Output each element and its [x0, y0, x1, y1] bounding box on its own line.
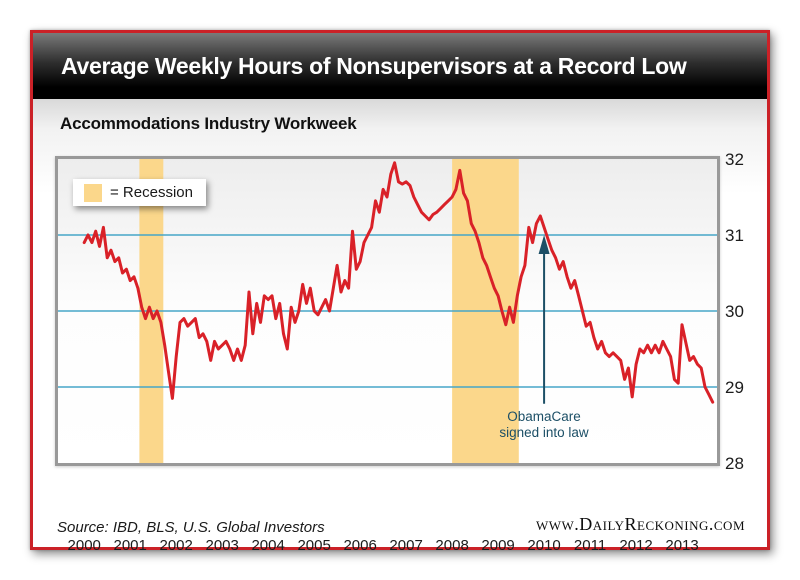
plot-svg	[58, 159, 717, 463]
annotation-arrow-head	[538, 235, 550, 254]
chart-body: Accommodations Industry Workweek = Reces…	[33, 99, 767, 554]
annotation-line1: ObamaCare	[507, 409, 581, 424]
x-tick-label: 2000	[67, 537, 101, 554]
x-tick-label: 2011	[573, 537, 607, 554]
workweek-line	[82, 161, 715, 404]
y-tick-label: 31	[725, 226, 744, 245]
x-tick-label: 2006	[343, 537, 377, 554]
y-tick-label: 32	[725, 150, 744, 169]
obamacare-annotation: ObamaCare signed into law	[444, 409, 644, 441]
chart-card: Average Weekly Hours of Nonsupervisors a…	[30, 30, 770, 554]
chart-subtitle: Accommodations Industry Workweek	[60, 114, 357, 133]
website-text: www.DailyReckoning.com	[535, 514, 745, 534]
recession-legend: = Recession	[73, 179, 206, 206]
recession-swatch-icon	[84, 183, 102, 202]
x-tick-label: 2008	[435, 537, 469, 554]
x-tick-label: 2002	[159, 537, 193, 554]
page-title: Average Weekly Hours of Nonsupervisors a…	[61, 53, 687, 79]
x-tick-label: 2012	[619, 537, 653, 554]
x-tick-label: 2007	[389, 537, 423, 554]
x-tick-label: 2013	[665, 537, 699, 554]
chart-header: Average Weekly Hours of Nonsupervisors a…	[33, 33, 767, 99]
source-text: Source: IBD, BLS, U.S. Global Investors	[57, 519, 325, 536]
y-tick-label: 30	[725, 302, 744, 321]
x-tick-label: 2005	[297, 537, 331, 554]
x-tick-label: 2009	[481, 537, 515, 554]
x-tick-label: 2003	[205, 537, 239, 554]
x-tick-label: 2001	[113, 537, 147, 554]
x-tick-label: 2010	[527, 537, 561, 554]
annotation-line2: signed into law	[499, 425, 589, 440]
x-tick-label: 2004	[251, 537, 285, 554]
recession-legend-label: = Recession	[110, 184, 193, 201]
y-tick-label: 29	[725, 378, 744, 397]
y-tick-label: 28	[725, 454, 744, 473]
plot-area: = Recession ObamaCare signed into law	[55, 156, 720, 466]
